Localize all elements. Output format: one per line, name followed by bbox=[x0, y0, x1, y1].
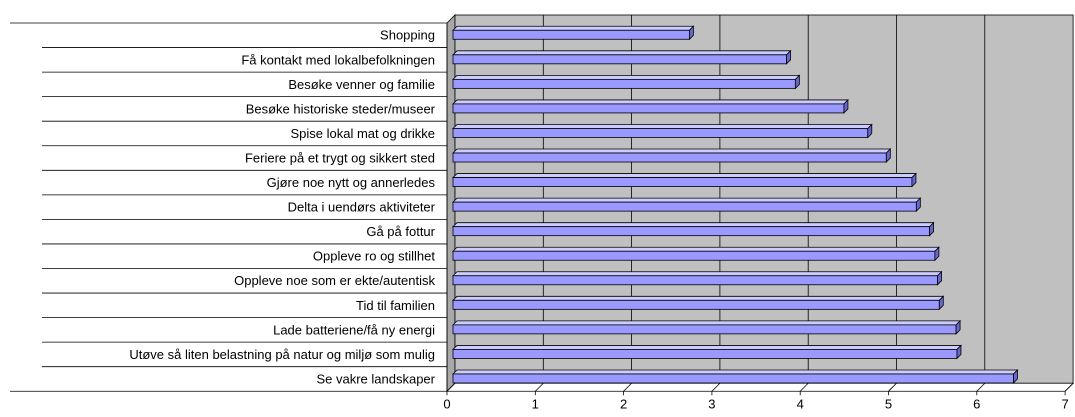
bar-face bbox=[452, 29, 690, 40]
bar-face bbox=[452, 201, 917, 212]
bar-end bbox=[956, 344, 962, 360]
bar bbox=[452, 270, 943, 286]
bar-top bbox=[452, 246, 940, 252]
bar-end bbox=[1013, 369, 1018, 384]
bar bbox=[452, 295, 945, 311]
x-tick-label: 6 bbox=[973, 396, 980, 411]
bar-top bbox=[452, 345, 962, 350]
bar-end bbox=[689, 25, 694, 41]
bar-face bbox=[452, 128, 869, 138]
bar-face bbox=[452, 103, 845, 114]
x-tick-label: 1 bbox=[532, 396, 539, 411]
bar-end bbox=[929, 221, 934, 237]
bar-top bbox=[452, 295, 945, 301]
bar bbox=[452, 148, 892, 163]
bar bbox=[452, 25, 695, 41]
bar-face bbox=[452, 250, 936, 261]
category-label: Utøve så liten belastning på natur og mi… bbox=[129, 347, 435, 362]
category-label: Spise lokal mat og drikke bbox=[290, 126, 435, 141]
bar-top bbox=[452, 50, 792, 56]
x-tick-label: 0 bbox=[443, 396, 450, 411]
bar bbox=[452, 197, 922, 213]
category-label: Gå på fottur bbox=[366, 224, 435, 239]
bar bbox=[452, 74, 801, 90]
category-label: Besøke venner og familie bbox=[288, 77, 435, 92]
floor-gridline bbox=[888, 382, 897, 392]
category-label: Feriere på et trygt og sikkert sted bbox=[245, 150, 435, 165]
category-label: Gjøre noe nytt og annerledes bbox=[267, 175, 436, 190]
x-tick-label: 5 bbox=[885, 396, 892, 411]
bar-face bbox=[452, 152, 887, 163]
bar-face bbox=[452, 349, 958, 359]
bar-face bbox=[452, 324, 957, 335]
bar-top bbox=[452, 124, 873, 129]
category-label: Lade batteriene/få ny energi bbox=[273, 322, 435, 337]
floor-gridline bbox=[976, 382, 986, 392]
bar bbox=[452, 172, 917, 188]
bar-face bbox=[452, 226, 930, 237]
bar-top bbox=[452, 222, 935, 228]
bar-top bbox=[452, 320, 962, 326]
category-label: Se vakre landskaper bbox=[316, 371, 435, 386]
bar-end bbox=[794, 74, 800, 90]
bar-face bbox=[452, 373, 1014, 384]
bar bbox=[452, 369, 1019, 384]
bar-end bbox=[867, 123, 873, 139]
bar-top bbox=[452, 25, 695, 31]
bar-top bbox=[452, 74, 801, 80]
category-label: Besøke historiske steder/museer bbox=[246, 101, 436, 116]
category-label: Tid til familien bbox=[356, 298, 435, 313]
bar-face bbox=[452, 78, 796, 89]
bar bbox=[452, 344, 962, 360]
bar-top bbox=[452, 173, 917, 178]
bar-end bbox=[955, 319, 961, 335]
floor-gridline bbox=[1064, 382, 1074, 392]
x-tick-label: 2 bbox=[620, 396, 627, 411]
bar-end bbox=[937, 270, 942, 286]
bar-face bbox=[452, 275, 938, 286]
category-label: Shopping bbox=[380, 28, 435, 43]
bar-face bbox=[452, 177, 913, 187]
bar bbox=[452, 319, 962, 335]
category-label: Delta i uendørs aktiviteter bbox=[288, 200, 436, 215]
bar bbox=[452, 221, 935, 237]
x-tick-label: 3 bbox=[708, 396, 715, 411]
bar-end bbox=[911, 172, 917, 188]
x-tick-label: 4 bbox=[797, 396, 804, 411]
floor-gridline bbox=[446, 382, 456, 392]
bar-top bbox=[452, 148, 892, 154]
category-label: Oppleve ro og stillhet bbox=[313, 249, 436, 264]
bar-end bbox=[786, 49, 791, 65]
bar-top bbox=[452, 99, 849, 105]
bar bbox=[452, 98, 849, 114]
bar bbox=[452, 49, 792, 65]
floor-gridline bbox=[711, 382, 721, 392]
bar-top bbox=[452, 271, 943, 277]
bar-top bbox=[452, 197, 922, 203]
bar-end bbox=[934, 246, 940, 262]
bar-face bbox=[452, 54, 787, 65]
bar-face bbox=[452, 299, 940, 310]
bar-top bbox=[452, 369, 1019, 375]
plot-floor bbox=[446, 382, 1075, 392]
bar-end bbox=[843, 98, 849, 114]
floor-gridline bbox=[799, 382, 809, 392]
bar-end bbox=[885, 148, 891, 163]
bar bbox=[452, 123, 873, 139]
bar bbox=[452, 246, 940, 262]
floor-gridline bbox=[535, 382, 544, 392]
bar-end bbox=[938, 295, 944, 311]
x-tick-label: 7 bbox=[1061, 396, 1068, 411]
category-label: Oppleve noe som er ekte/autentisk bbox=[234, 273, 435, 288]
category-label: Få kontakt med lokalbefolkningen bbox=[241, 52, 435, 67]
bar-end bbox=[915, 197, 921, 213]
floor-gridline bbox=[623, 382, 632, 392]
